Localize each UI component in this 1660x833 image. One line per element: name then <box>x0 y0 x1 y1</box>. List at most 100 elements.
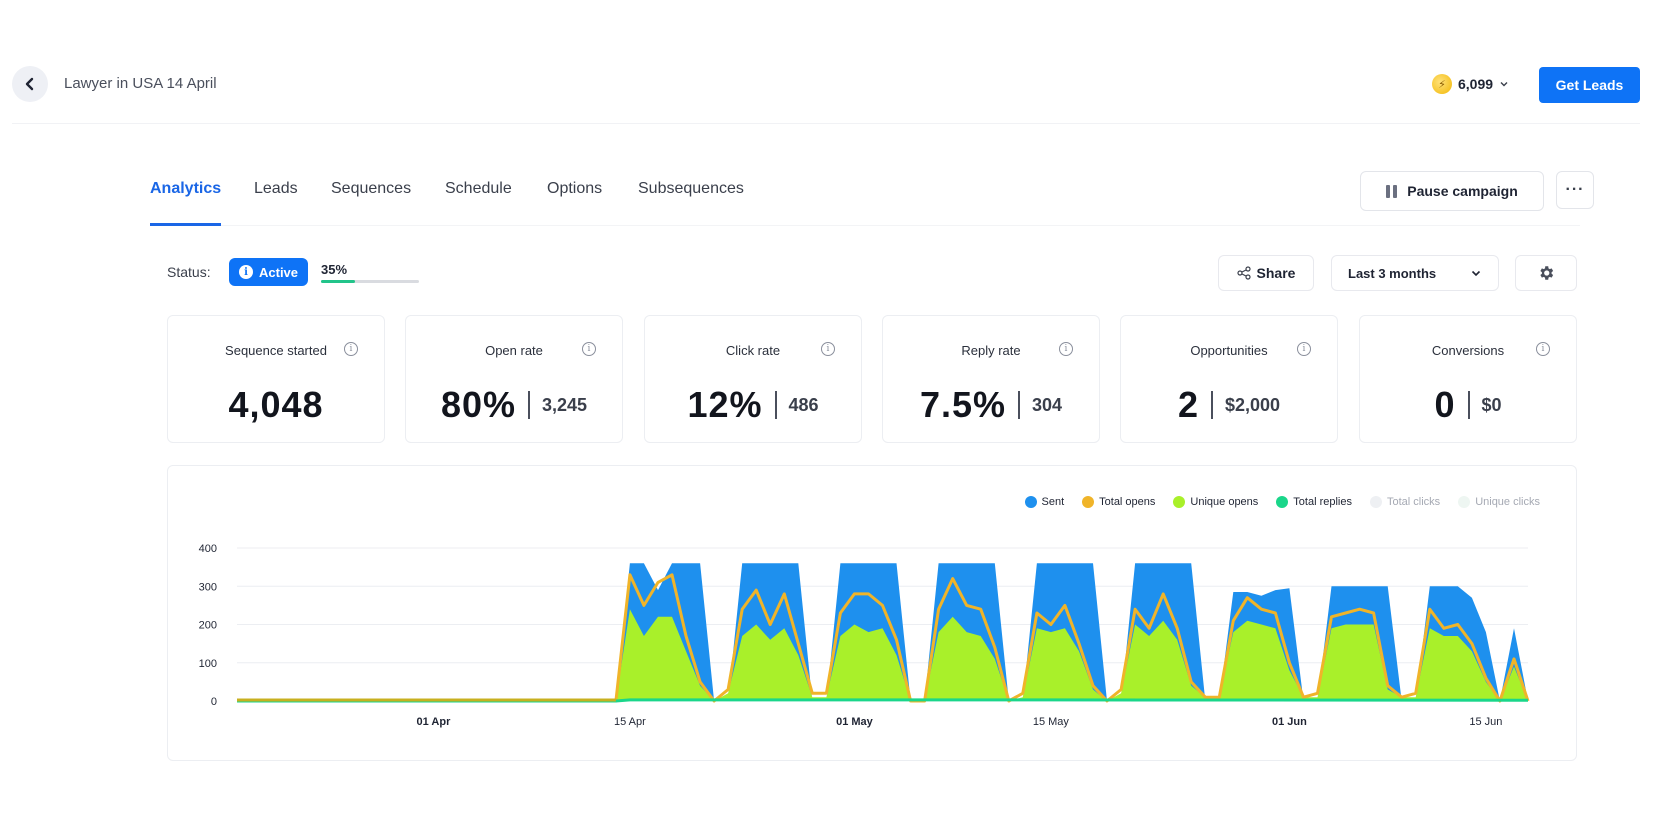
legend-label: Unique clicks <box>1475 496 1540 508</box>
stat-card-open-rate: Open rate i 80% 3,245 <box>405 315 623 443</box>
x-tick-label: 01 Jun <box>1272 716 1307 728</box>
chart-legend: Sent Total opens Unique opens Total replies… <box>1024 496 1540 508</box>
stat-card-conversions: Conversions i 0 $0 <box>1359 315 1577 443</box>
info-icon[interactable]: i <box>344 342 358 356</box>
y-tick-label: 200 <box>199 620 217 632</box>
stat-card-reply-rate: Reply rate i 7.5% 304 <box>882 315 1100 443</box>
get-leads-button[interactable]: Get Leads <box>1539 67 1640 103</box>
legend-item-total-replies[interactable]: Total replies <box>1276 496 1352 508</box>
divider <box>1467 391 1470 419</box>
info-icon: i <box>239 265 253 279</box>
divider <box>1018 391 1020 419</box>
pause-icon <box>1386 184 1398 198</box>
pause-campaign-label: Pause campaign <box>1407 183 1518 199</box>
stat-value-row: 0 $0 <box>1360 384 1576 426</box>
stat-card-sequence-started: Sequence started i 4,048 <box>167 315 385 443</box>
chevron-left-icon <box>25 77 34 91</box>
y-tick-label: 400 <box>199 543 217 555</box>
stat-secondary: 486 <box>788 394 819 415</box>
legend-label: Unique opens <box>1190 496 1259 508</box>
legend-swatch <box>1082 496 1095 508</box>
info-icon[interactable]: i <box>1297 342 1311 356</box>
legend-swatch <box>1276 496 1289 508</box>
progress-bar-fill <box>321 280 356 283</box>
stat-label: Click rate <box>725 343 781 358</box>
tab-leads[interactable]: Leads <box>254 180 298 197</box>
stat-label: Opportunities <box>1190 343 1268 358</box>
tab-analytics[interactable]: Analytics <box>150 180 222 226</box>
stat-label: Sequence started <box>225 343 327 358</box>
date-range-value: Last 3 months <box>1348 265 1437 281</box>
tab-sequences[interactable]: Sequences <box>331 180 412 197</box>
legend-item-sent[interactable]: Sent <box>1024 496 1065 508</box>
info-icon[interactable]: i <box>821 342 835 356</box>
status-badge-label: Active <box>259 264 299 280</box>
legend-item-unique-opens[interactable]: Unique opens <box>1173 496 1258 508</box>
stat-secondary: 304 <box>1032 394 1063 415</box>
tab-options[interactable]: Options <box>547 180 603 197</box>
stat-label: Open rate <box>485 343 543 358</box>
stat-label: Reply rate <box>961 343 1021 358</box>
stat-value-row: 4,048 <box>168 384 384 426</box>
stat-value: 80% <box>440 384 516 425</box>
y-tick-label: 100 <box>199 658 217 670</box>
stat-value: 4,048 <box>228 384 324 425</box>
legend-swatch <box>1173 496 1186 508</box>
x-tick-label: 15 May <box>1033 716 1070 728</box>
share-button[interactable]: Share <box>1218 255 1314 291</box>
lightning-coin-icon: ⚡ <box>1432 74 1452 94</box>
stat-value-row: 2 $2,000 <box>1121 384 1337 426</box>
legend-swatch <box>1024 496 1037 508</box>
legend-label: Sent <box>1041 496 1065 508</box>
campaign-tabs: Analytics Leads Sequences Schedule Optio… <box>150 170 1580 226</box>
legend-label: Total clicks <box>1387 496 1441 508</box>
share-icon <box>1236 266 1251 280</box>
legend-item-total-clicks[interactable]: Total clicks <box>1370 496 1440 508</box>
stat-value: 7.5% <box>919 384 1006 425</box>
back-button[interactable] <box>12 66 48 102</box>
credits-value: 6,099 <box>1458 76 1494 92</box>
chevron-down-icon <box>1500 82 1508 87</box>
series-unique-opens-area <box>237 609 1528 701</box>
legend-label: Total opens <box>1099 496 1156 508</box>
legend-label: Total replies <box>1293 496 1352 508</box>
stat-value: 0 <box>1434 384 1456 425</box>
legend-item-unique-clicks[interactable]: Unique clicks <box>1458 496 1540 508</box>
stat-value-row: 12% 486 <box>645 384 861 426</box>
status-badge: i Active <box>229 258 309 286</box>
chart-svg: 0 100 200 300 400 01 Apr 15 Apr 01 May 15 May 01 … <box>199 543 1530 728</box>
more-options-button[interactable]: ··· <box>1556 171 1594 209</box>
chart-settings-button[interactable] <box>1515 255 1577 291</box>
x-tick-label: 01 Apr <box>417 716 452 728</box>
legend-item-total-opens[interactable]: Total opens <box>1082 496 1155 508</box>
chevron-down-icon <box>1471 270 1481 277</box>
stat-card-opportunities: Opportunities i 2 $2,000 <box>1120 315 1338 443</box>
info-icon[interactable]: i <box>582 342 596 356</box>
info-icon[interactable]: i <box>1059 342 1073 356</box>
date-range-select[interactable]: Last 3 months <box>1331 255 1499 291</box>
legend-swatch <box>1458 496 1471 508</box>
stat-secondary: $2,000 <box>1224 394 1281 415</box>
x-tick-label: 15 Jun <box>1469 716 1502 728</box>
x-tick-label: 15 Apr <box>614 716 646 728</box>
stat-value-row: 80% 3,245 <box>406 384 622 426</box>
stat-value: 12% <box>687 384 763 425</box>
series-total-opens-line <box>237 573 1530 703</box>
progress-bar <box>321 280 419 283</box>
legend-swatch <box>1370 496 1382 508</box>
share-label: Share <box>1256 265 1296 281</box>
x-tick-label: 01 May <box>836 716 874 728</box>
progress-percent: 35% <box>321 262 348 277</box>
stat-card-click-rate: Click rate i 12% 486 <box>644 315 862 443</box>
divider <box>1210 391 1213 419</box>
credits-dropdown[interactable]: ⚡ 6,099 <box>1432 74 1509 94</box>
divider <box>528 391 530 419</box>
info-icon[interactable]: i <box>1536 342 1550 356</box>
stat-value: 2 <box>1177 384 1199 425</box>
tab-schedule[interactable]: Schedule <box>445 180 512 197</box>
tab-subsequences[interactable]: Subsequences <box>638 180 744 197</box>
analytics-chart: 0 100 200 300 400 01 Apr 15 Apr 01 May 15 May 01 … <box>167 465 1577 761</box>
divider <box>774 391 777 419</box>
pause-campaign-button[interactable]: Pause campaign <box>1360 171 1544 211</box>
stat-secondary: 3,245 <box>542 394 588 415</box>
